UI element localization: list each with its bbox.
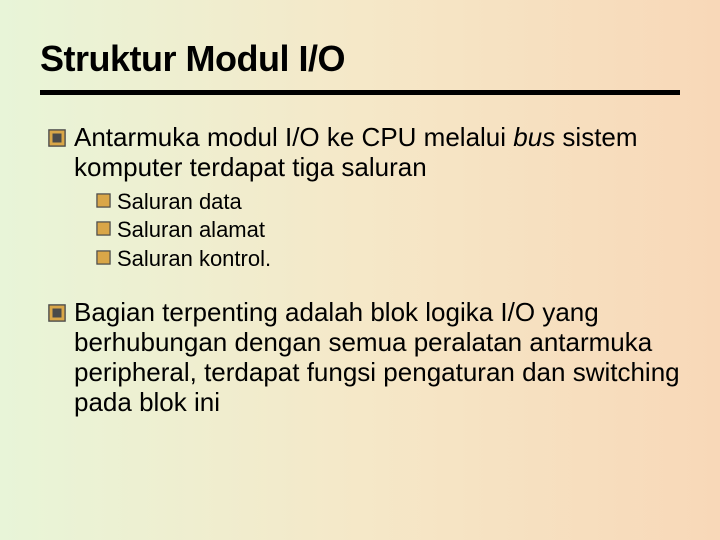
bullet-level1: Antarmuka modul I/O ke CPU melalui bus s…	[40, 123, 680, 183]
bullet-level1: Bagian terpenting adalah blok logika I/O…	[40, 298, 680, 418]
y-bullet-icon	[96, 221, 111, 241]
sub-bullet-list: Saluran data Saluran alamat Saluran kont…	[96, 189, 680, 272]
slide-title: Struktur Modul I/O	[40, 38, 680, 80]
y-bullet-icon	[96, 250, 111, 270]
sub-bullet-text: Saluran alamat	[117, 217, 265, 243]
bullet-text-pre: Antarmuka modul I/O ke CPU melalui	[74, 122, 513, 152]
bullet-text: Bagian terpenting adalah blok logika I/O…	[74, 298, 680, 418]
bullet-level2: Saluran kontrol.	[96, 246, 680, 272]
bullet-level2: Saluran data	[96, 189, 680, 215]
sub-bullet-text: Saluran data	[117, 189, 242, 215]
bullet-text-italic: bus	[513, 122, 555, 152]
bullet-level2: Saluran alamat	[96, 217, 680, 243]
title-divider	[40, 90, 680, 95]
z-bullet-icon	[48, 129, 66, 183]
z-bullet-icon	[48, 304, 66, 418]
y-bullet-icon	[96, 193, 111, 213]
bullet-text-pre: Bagian terpenting adalah blok logika I/O…	[74, 297, 680, 417]
sub-bullet-text: Saluran kontrol.	[117, 246, 271, 272]
bullet-text: Antarmuka modul I/O ke CPU melalui bus s…	[74, 123, 680, 183]
slide: Struktur Modul I/O Antarmuka modul I/O k…	[0, 0, 720, 540]
